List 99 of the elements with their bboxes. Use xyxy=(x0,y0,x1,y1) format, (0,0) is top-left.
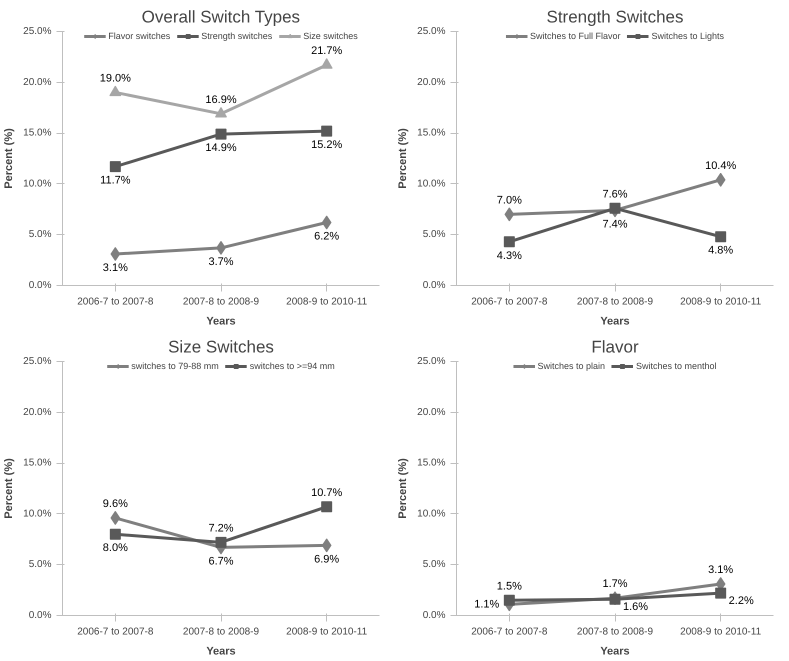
legend-label: Size switches xyxy=(303,31,358,41)
chart-title: Size Switches xyxy=(168,338,274,356)
y-tick-label: 5.0% xyxy=(28,229,52,240)
y-tick-label: 15.0% xyxy=(417,128,446,139)
y-axis-title: Percent (%) xyxy=(397,458,410,519)
data-label: 1.6% xyxy=(623,601,648,614)
point xyxy=(610,594,620,605)
point xyxy=(504,594,515,606)
y-axis-title: Percent (%) xyxy=(3,458,16,519)
data-label: 9.6% xyxy=(102,498,128,510)
legend-label: Switches to Lights xyxy=(651,31,724,41)
y-tick-label: 0.0% xyxy=(422,280,446,291)
chart-title: Flavor xyxy=(591,338,639,356)
y-tick-label: 20.0% xyxy=(417,76,446,88)
point xyxy=(610,202,620,214)
legend-label: Flavor switches xyxy=(108,31,170,41)
data-label: 15.2% xyxy=(311,139,342,152)
x-tick-label: 2006-7 to 2007-8 xyxy=(471,296,548,308)
x-tick-label: 2008-9 to 2010-11 xyxy=(680,626,762,638)
chart-title: Overall Switch Types xyxy=(142,8,300,26)
x-tick-label: 2008-9 to 2010-11 xyxy=(286,626,368,638)
data-label: 6.2% xyxy=(314,230,340,243)
y-tick-label: 10.0% xyxy=(417,178,446,190)
y-tick-label: 15.0% xyxy=(417,458,446,469)
y-tick-label: 10.0% xyxy=(417,508,446,520)
x-tick-label: 2006-7 to 2007-8 xyxy=(471,626,548,638)
x-tick-label: 2007-8 to 2008-9 xyxy=(576,626,654,638)
point xyxy=(715,231,726,242)
y-tick-label: 25.0% xyxy=(417,356,446,367)
point xyxy=(109,86,122,96)
point xyxy=(321,501,332,512)
y-tick-label: 10.0% xyxy=(23,508,52,520)
x-axis-title: Years xyxy=(600,316,630,328)
x-axis-title: Years xyxy=(600,646,630,658)
data-label: 11.7% xyxy=(100,174,131,187)
legend-label: Switches to plain xyxy=(537,361,605,371)
x-tick-label: 2007-8 to 2008-9 xyxy=(182,626,260,638)
data-label: 7.2% xyxy=(208,522,234,534)
point xyxy=(320,58,333,69)
y-tick-label: 25.0% xyxy=(417,26,446,37)
data-label: 1.7% xyxy=(602,578,628,590)
point xyxy=(321,126,332,137)
x-tick-label: 2007-8 to 2008-9 xyxy=(576,296,654,308)
data-label: 10.4% xyxy=(705,160,736,172)
x-tick-label: 2006-7 to 2007-8 xyxy=(77,296,154,308)
y-tick-label: 0.0% xyxy=(28,610,52,621)
y-tick-label: 25.0% xyxy=(23,26,52,37)
data-label: 10.7% xyxy=(311,486,342,499)
point xyxy=(715,588,726,599)
legend-label: switches to >=94 mm xyxy=(250,361,335,371)
y-tick-label: 15.0% xyxy=(23,128,52,139)
y-tick-label: 20.0% xyxy=(417,406,446,418)
x-tick-label: 2008-9 to 2010-11 xyxy=(286,296,368,308)
point xyxy=(216,536,226,548)
chart-title: Strength Switches xyxy=(546,8,684,26)
legend-label: switches to 79-88 mm xyxy=(131,361,219,371)
y-tick-label: 0.0% xyxy=(28,280,52,291)
x-tick-label: 2006-7 to 2007-8 xyxy=(77,626,154,638)
data-label: 1.5% xyxy=(496,580,522,592)
y-tick-label: 5.0% xyxy=(422,559,446,570)
legend-label: Strength switches xyxy=(201,31,272,41)
data-label: 8.0% xyxy=(102,542,128,554)
point xyxy=(216,128,226,140)
point xyxy=(215,106,227,118)
y-tick-label: 5.0% xyxy=(422,229,446,240)
data-label: 3.7% xyxy=(208,256,234,268)
data-label: 6.7% xyxy=(208,555,234,568)
data-label: 7.4% xyxy=(602,218,628,230)
y-tick-label: 25.0% xyxy=(23,356,52,367)
data-label: 21.7% xyxy=(311,45,342,58)
data-label: 14.9% xyxy=(205,142,237,154)
y-tick-label: 15.0% xyxy=(23,458,52,469)
y-tick-label: 20.0% xyxy=(23,76,52,88)
y-axis-title: Percent (%) xyxy=(397,128,410,189)
data-label: 7.6% xyxy=(602,188,628,200)
point xyxy=(110,528,121,540)
y-tick-label: 5.0% xyxy=(28,559,52,570)
legend-label: Switches to menthol xyxy=(636,361,717,371)
data-label: 16.9% xyxy=(205,94,237,106)
x-axis-title: Years xyxy=(206,316,236,328)
x-tick-label: 2008-9 to 2010-11 xyxy=(680,296,762,308)
data-label: 2.2% xyxy=(728,595,754,608)
data-label: 6.9% xyxy=(314,553,340,566)
data-label: 3.1% xyxy=(102,262,128,274)
point xyxy=(504,236,515,248)
point xyxy=(110,161,121,172)
data-label: 4.3% xyxy=(496,250,522,262)
x-axis-title: Years xyxy=(206,646,236,658)
y-tick-label: 10.0% xyxy=(23,178,52,190)
data-label: 19.0% xyxy=(100,72,132,84)
y-axis-title: Percent (%) xyxy=(3,128,16,189)
data-label: 7.0% xyxy=(496,194,522,206)
x-tick-label: 2007-8 to 2008-9 xyxy=(182,296,260,308)
y-tick-label: 0.0% xyxy=(422,610,446,621)
data-label: 3.1% xyxy=(708,564,734,576)
y-tick-label: 20.0% xyxy=(23,406,52,418)
legend-label: Switches to Full Flavor xyxy=(530,31,620,41)
data-label: 1.1% xyxy=(474,598,500,610)
data-label: 4.8% xyxy=(708,244,734,257)
